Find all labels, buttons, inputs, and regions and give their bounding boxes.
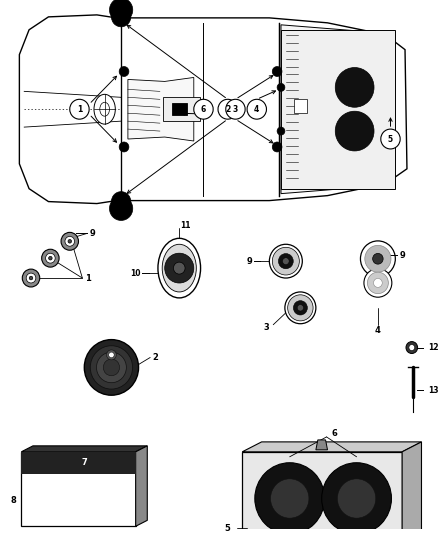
Circle shape	[110, 197, 133, 221]
Circle shape	[406, 342, 417, 353]
Circle shape	[42, 249, 59, 267]
Circle shape	[285, 292, 316, 324]
Text: 8: 8	[11, 496, 17, 505]
Circle shape	[165, 253, 194, 283]
Circle shape	[90, 346, 133, 389]
Bar	[281, 30, 396, 189]
Circle shape	[173, 262, 185, 274]
Circle shape	[272, 142, 282, 152]
Circle shape	[373, 253, 383, 264]
Circle shape	[367, 272, 389, 294]
Circle shape	[110, 0, 133, 22]
Text: 5: 5	[388, 134, 393, 143]
Text: 7: 7	[81, 458, 87, 467]
Circle shape	[277, 127, 285, 135]
Text: 12: 12	[428, 343, 438, 352]
Text: 1: 1	[77, 104, 82, 114]
Circle shape	[374, 278, 382, 287]
Circle shape	[255, 463, 325, 533]
Circle shape	[106, 350, 117, 360]
Circle shape	[293, 301, 307, 315]
Ellipse shape	[162, 244, 196, 292]
Polygon shape	[21, 446, 147, 452]
Ellipse shape	[94, 94, 115, 124]
Circle shape	[271, 479, 309, 518]
Circle shape	[269, 244, 302, 278]
Polygon shape	[316, 440, 328, 450]
Circle shape	[111, 192, 131, 212]
Text: 3: 3	[264, 323, 269, 332]
Circle shape	[337, 479, 376, 518]
Text: 6: 6	[332, 430, 337, 439]
Circle shape	[119, 142, 129, 152]
Polygon shape	[136, 446, 147, 526]
Text: 4: 4	[254, 104, 259, 114]
Circle shape	[119, 67, 129, 76]
Circle shape	[49, 256, 52, 260]
Text: 2: 2	[225, 104, 230, 114]
Circle shape	[65, 236, 74, 246]
Circle shape	[226, 99, 245, 119]
Text: 5: 5	[225, 524, 231, 533]
Circle shape	[29, 276, 33, 280]
Ellipse shape	[158, 238, 201, 298]
Circle shape	[335, 68, 374, 107]
Bar	[173, 103, 187, 115]
Circle shape	[272, 247, 299, 275]
Polygon shape	[19, 15, 407, 204]
Circle shape	[111, 7, 131, 27]
Bar	[293, 99, 307, 113]
Circle shape	[365, 245, 391, 272]
Circle shape	[84, 340, 138, 395]
Text: 4: 4	[375, 326, 381, 335]
Circle shape	[277, 83, 285, 91]
Text: 3: 3	[233, 104, 238, 114]
Polygon shape	[128, 77, 194, 141]
Circle shape	[321, 463, 392, 533]
Circle shape	[26, 273, 36, 283]
Polygon shape	[21, 452, 136, 526]
Circle shape	[288, 295, 313, 321]
Ellipse shape	[100, 102, 110, 116]
Circle shape	[335, 111, 374, 151]
Circle shape	[218, 99, 237, 119]
Circle shape	[22, 269, 40, 287]
Circle shape	[409, 344, 415, 351]
Circle shape	[70, 99, 89, 119]
Text: 9: 9	[399, 251, 405, 260]
Circle shape	[272, 67, 282, 76]
Bar	[21, 452, 136, 474]
Circle shape	[283, 258, 289, 264]
Polygon shape	[281, 25, 381, 193]
Circle shape	[46, 253, 55, 263]
Text: 13: 13	[428, 386, 438, 395]
Text: 10: 10	[130, 269, 141, 278]
Circle shape	[68, 239, 71, 243]
Circle shape	[360, 241, 396, 277]
Text: 11: 11	[180, 221, 191, 230]
Polygon shape	[402, 442, 421, 533]
Polygon shape	[242, 452, 402, 533]
Bar	[163, 98, 200, 121]
Circle shape	[109, 352, 114, 358]
Text: 9: 9	[246, 257, 252, 265]
Circle shape	[103, 359, 120, 376]
Circle shape	[297, 305, 304, 311]
Circle shape	[381, 129, 400, 149]
Text: 2: 2	[152, 353, 158, 362]
Circle shape	[279, 254, 293, 269]
Circle shape	[61, 232, 78, 250]
Text: 9: 9	[89, 229, 95, 238]
Circle shape	[364, 269, 392, 297]
Circle shape	[96, 352, 126, 383]
Polygon shape	[242, 442, 421, 452]
Circle shape	[194, 99, 213, 119]
Text: 6: 6	[201, 104, 206, 114]
Text: 1: 1	[85, 273, 91, 282]
Circle shape	[247, 99, 266, 119]
